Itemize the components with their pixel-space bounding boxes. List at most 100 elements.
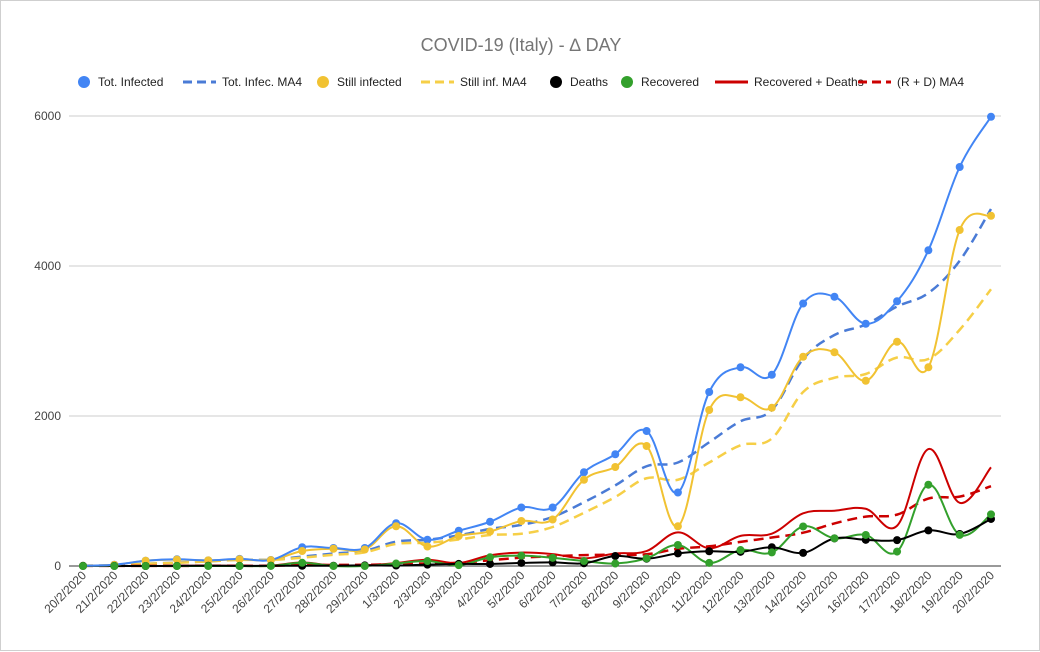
data-point-2-9 [360, 545, 369, 554]
legend: Tot. Infected Tot. Infec. MA4 Still infect… [78, 75, 964, 89]
data-point-5-0 [79, 562, 87, 570]
data-point-4-19 [673, 549, 682, 558]
data-point-5-11 [423, 557, 432, 566]
data-point-2-15 [548, 515, 557, 524]
data-point-2-14 [517, 517, 526, 525]
data-point-5-5 [235, 562, 244, 570]
data-point-2-17 [611, 463, 620, 471]
legend-swatch-4 [550, 76, 562, 88]
legend-label-4: Deaths [570, 75, 608, 89]
data-point-2-10 [392, 522, 401, 531]
data-point-5-4 [204, 562, 213, 570]
data-point-5-24 [830, 534, 839, 543]
data-point-2-11 [423, 542, 432, 551]
data-point-5-27 [924, 480, 933, 489]
data-point-0-27 [924, 246, 933, 255]
data-point-5-23 [799, 522, 808, 531]
data-point-2-20 [705, 406, 714, 414]
data-point-0-21 [736, 363, 745, 372]
data-point-4-27 [924, 526, 933, 535]
data-point-0-19 [673, 488, 682, 497]
y-axis: 0 2000 4000 6000 [34, 109, 61, 573]
data-point-2-12 [454, 532, 463, 540]
data-point-2-7 [298, 547, 307, 555]
data-point-0-26 [893, 297, 902, 306]
series-points [79, 112, 995, 570]
legend-swatch-0 [78, 76, 90, 88]
data-point-4-13 [486, 559, 495, 568]
data-point-5-18 [642, 554, 651, 563]
data-point-0-16 [579, 468, 588, 477]
data-point-0-25 [861, 319, 870, 328]
data-point-5-1 [110, 562, 119, 570]
data-point-2-22 [767, 403, 776, 412]
data-point-0-14 [517, 503, 526, 512]
data-point-5-25 [861, 530, 870, 539]
data-point-2-18 [642, 442, 651, 450]
legend-swatch-2 [317, 76, 329, 88]
data-point-0-22 [767, 370, 776, 379]
data-point-0-28 [955, 163, 964, 171]
chart-title: COVID-19 (Italy) - ∆ DAY [421, 35, 622, 55]
data-point-4-26 [893, 536, 902, 545]
data-point-2-8 [329, 544, 338, 553]
data-point-2-13 [486, 527, 495, 536]
data-point-0-18 [642, 427, 651, 435]
legend-label-0: Tot. Infected [98, 75, 163, 89]
data-point-5-2 [141, 562, 150, 570]
data-point-4-14 [517, 558, 526, 567]
data-point-0-17 [611, 450, 620, 459]
x-axis: 20/2/202021/2/202022/2/202023/2/202024/2… [41, 568, 997, 616]
data-point-2-26 [893, 337, 902, 346]
series-line-7 [83, 485, 992, 568]
data-point-2-3 [172, 555, 181, 564]
y-tick-label: 4000 [34, 259, 61, 273]
legend-swatch-5 [621, 76, 633, 88]
data-point-0-24 [830, 292, 839, 301]
data-point-0-11 [423, 535, 432, 544]
legend-label-5: Recovered [641, 75, 699, 89]
legend-label-1: Tot. Infec. MA4 [222, 75, 302, 89]
data-point-2-19 [673, 522, 682, 531]
legend-label-7: (R + D) MA4 [897, 75, 964, 89]
y-tick-label: 6000 [34, 109, 61, 123]
series-line-3 [82, 288, 992, 568]
data-point-2-23 [799, 352, 808, 361]
y-tick-label: 0 [54, 559, 61, 573]
gridlines [69, 115, 1001, 567]
data-point-5-9 [360, 562, 369, 570]
data-point-0-20 [705, 388, 714, 396]
data-point-0-29 [987, 112, 995, 121]
data-point-2-28 [955, 226, 964, 234]
data-point-0-13 [486, 517, 495, 526]
legend-label-2: Still infected [337, 75, 402, 89]
data-point-5-6 [266, 561, 275, 570]
data-point-5-26 [893, 547, 902, 556]
data-point-2-6 [266, 556, 275, 565]
data-point-5-14 [517, 551, 526, 560]
data-point-0-15 [548, 503, 557, 512]
data-point-2-24 [830, 348, 839, 357]
data-point-5-16 [579, 557, 588, 566]
data-point-5-29 [987, 510, 995, 519]
series-line-0 [82, 116, 992, 567]
data-point-0-23 [799, 299, 808, 308]
data-point-5-12 [454, 561, 463, 570]
data-point-5-17 [611, 559, 620, 568]
data-point-2-16 [579, 475, 588, 484]
series-line-6 [82, 448, 992, 568]
legend-label-3: Still inf. MA4 [460, 75, 527, 89]
series-lines [82, 116, 993, 568]
data-point-2-5 [235, 555, 244, 564]
data-point-5-10 [392, 559, 401, 568]
data-point-5-8 [329, 562, 338, 570]
data-point-2-29 [987, 211, 995, 220]
data-point-2-25 [861, 376, 870, 385]
data-point-5-7 [298, 558, 307, 567]
data-point-5-3 [172, 562, 181, 570]
data-point-5-21 [736, 546, 745, 555]
data-point-2-21 [736, 393, 745, 402]
data-point-4-20 [705, 547, 714, 556]
